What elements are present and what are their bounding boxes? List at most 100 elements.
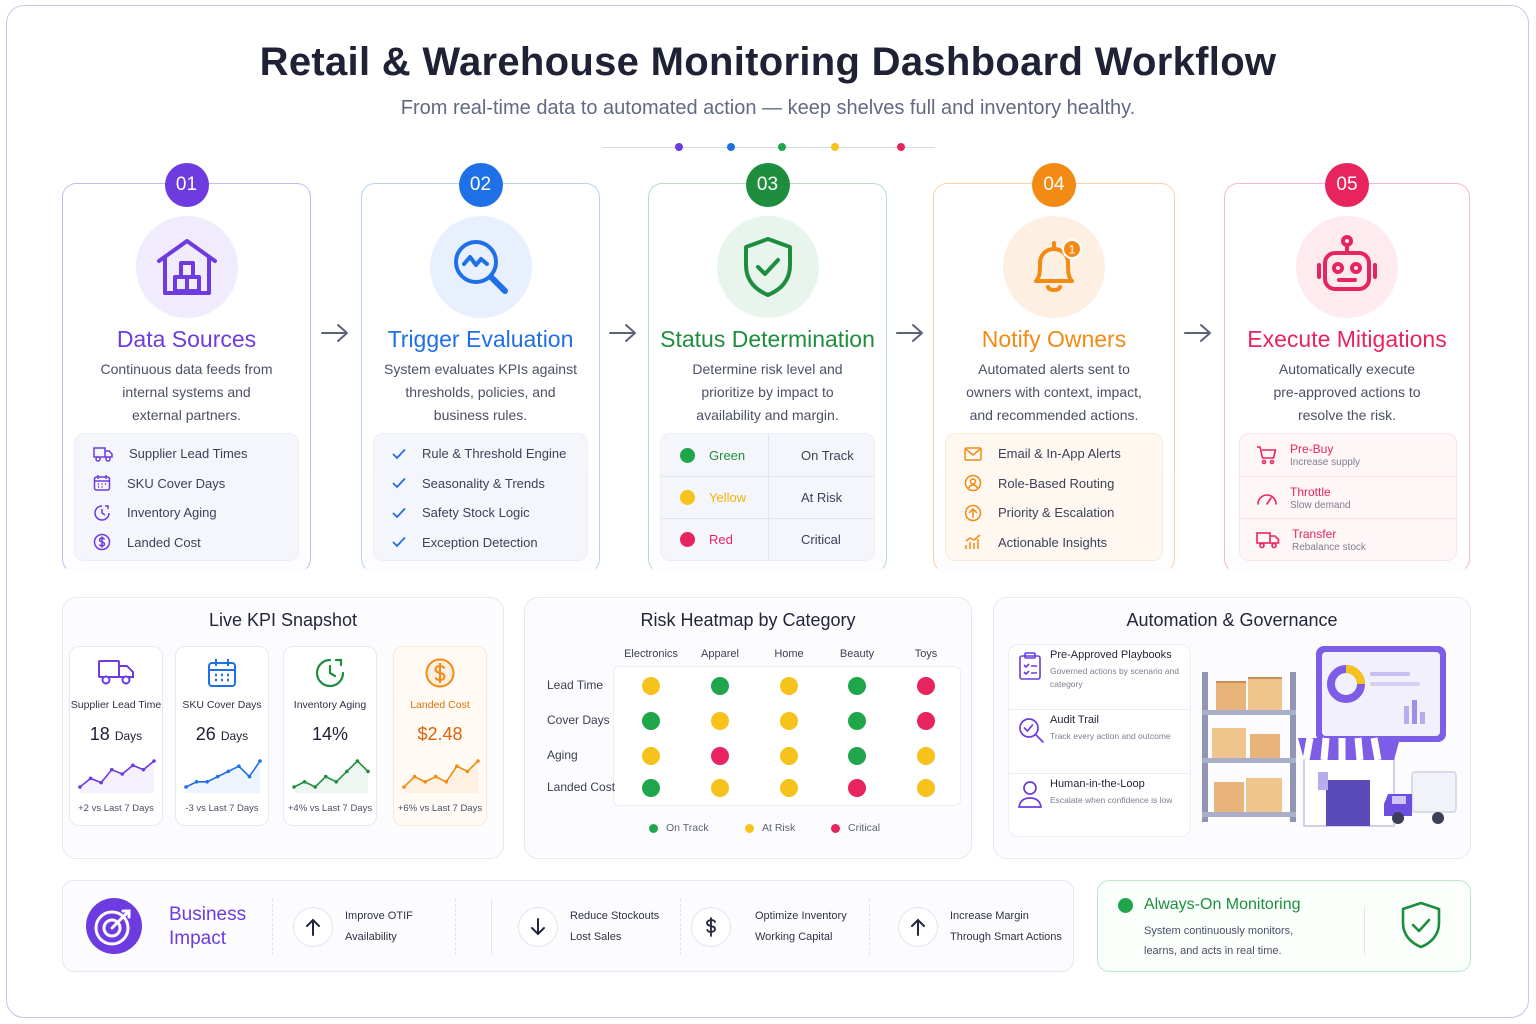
- heatmap-cell[interactable]: [848, 712, 866, 730]
- list-item[interactable]: Supplier Lead Times: [75, 439, 298, 469]
- sparkline-point: [455, 764, 459, 768]
- gauge-icon: [1257, 493, 1277, 505]
- page-subtitle: From real-time data to automated action …: [400, 97, 1136, 119]
- heatmap-cell[interactable]: [917, 677, 935, 695]
- impact-item-otif[interactable]: Improve OTIF Availability: [293, 899, 413, 955]
- heatmap-cell[interactable]: [711, 712, 729, 730]
- impact-item-inventory[interactable]: Optimize Inventory Working Capital: [691, 899, 847, 955]
- legend-dot: [831, 823, 840, 833]
- separator: [1364, 907, 1365, 955]
- heatmap-cell[interactable]: [642, 779, 660, 797]
- kpi-number: 14%: [311, 724, 349, 744]
- sparkline-point: [433, 774, 438, 779]
- list-item[interactable]: SKU Cover Days: [75, 469, 298, 499]
- heatmap-cell[interactable]: [780, 712, 798, 730]
- sparkline-point: [88, 776, 93, 781]
- heatmap-cell[interactable]: [917, 747, 935, 765]
- sparkline-point: [302, 780, 307, 784]
- list-item[interactable]: Actionable Insights: [946, 528, 1162, 558]
- kpi-card-supplier-lead-time[interactable]: Supplier Lead Time 18 Days +2 vs Last 7 …: [69, 646, 163, 826]
- heatmap-cell[interactable]: [848, 747, 866, 765]
- heatmap-legend: Critical: [831, 822, 880, 834]
- heatmap-cell[interactable]: [642, 747, 660, 765]
- monitoring-desc: System continuously monitors, learns, an…: [1144, 921, 1293, 961]
- heatmap-cell[interactable]: [642, 677, 660, 695]
- step-icon-circle: [716, 216, 819, 318]
- desc-line: external partners.: [132, 407, 241, 423]
- divider-dot: [778, 143, 786, 151]
- list-item[interactable]: Landed Cost: [75, 528, 298, 558]
- step-execute-mitigations[interactable]: 05 Execute Mitigations Automatically exe…: [1224, 163, 1470, 573]
- governance-sub: Escalate when confidence is low: [1050, 795, 1173, 805]
- heatmap-cell[interactable]: [711, 747, 729, 765]
- list-item[interactable]: Exception Detection: [374, 528, 587, 558]
- status-row-yellow: Yellow At Risk: [661, 478, 874, 517]
- mitigation-throttle[interactable]: Throttle Slow demand: [1240, 476, 1456, 518]
- check-icon: [392, 507, 406, 519]
- governance-item-human-in-the-loop[interactable]: Human-in-the-Loop Escalate when confiden…: [1009, 773, 1190, 835]
- mitigation-pre-buy[interactable]: Pre-Buy Increase supply: [1240, 434, 1456, 476]
- mitigation-list: Pre-Buy Increase supply Throttle Slow dema…: [1239, 433, 1457, 561]
- impact-title-line: Business: [169, 904, 247, 925]
- arrow-up-icon: [911, 918, 925, 936]
- status-label: Red: [709, 532, 733, 547]
- list-item[interactable]: Inventory Aging: [75, 498, 298, 528]
- status-label: Green: [709, 448, 746, 463]
- sparkline-area: [80, 761, 154, 793]
- sparkline-line: [293, 759, 369, 788]
- column-divider: [768, 434, 769, 560]
- heatmap-cell[interactable]: [780, 747, 798, 765]
- notification-list: Email & In-App Alerts Role-Based Routing…: [945, 433, 1163, 561]
- kpi-sparkline: [402, 759, 480, 793]
- step-status-determination[interactable]: 03 Status Determination Determine risk l…: [648, 163, 887, 573]
- list-item[interactable]: Seasonality & Trends: [374, 469, 587, 499]
- impact-text: Optimize Inventory Working Capital: [755, 906, 847, 948]
- list-item[interactable]: Priority & Escalation: [946, 498, 1162, 528]
- governance-item-playbooks[interactable]: Pre-Approved Playbooks Governed actions …: [1009, 645, 1190, 707]
- kpi-card-sku-cover-days[interactable]: SKU Cover Days 26 Days -3 vs Last 7 Days: [175, 646, 269, 826]
- impact-item-margin[interactable]: Increase Margin Through Smart Actions: [898, 899, 1062, 955]
- heatmap-cell[interactable]: [711, 779, 729, 797]
- sparkline-area: [294, 761, 368, 793]
- list-item[interactable]: Safety Stock Logic: [374, 498, 587, 528]
- kpi-card-landed-cost[interactable]: Landed Cost $2.48 +6% vs Last 7 Days: [393, 646, 487, 826]
- panel-title: Live KPI Snapshot: [208, 610, 358, 630]
- impact-line: Optimize Inventory: [755, 910, 847, 922]
- item-label: Exception Detection: [422, 534, 538, 550]
- kpi-number: 18: [89, 724, 110, 744]
- governance-title: Human-in-the-Loop: [1050, 778, 1145, 790]
- heatmap-cell[interactable]: [848, 779, 866, 797]
- impact-line: Through Smart Actions: [950, 931, 1062, 943]
- step-trigger-evaluation[interactable]: 02 Trigger Evaluation System evaluates K…: [361, 163, 600, 573]
- legend-label: Critical: [848, 822, 881, 834]
- mitigation-transfer[interactable]: Transfer Rebalance stock: [1240, 518, 1456, 560]
- heatmap-cell[interactable]: [780, 779, 798, 797]
- status-dot: [680, 448, 695, 463]
- heatmap-cell[interactable]: [642, 712, 660, 730]
- impact-line: Lost Sales: [570, 931, 622, 943]
- sparkline-point: [258, 759, 262, 763]
- sparkline-point: [120, 772, 125, 776]
- status-legend-table: Green On Track Yellow At Risk Red Critic…: [660, 433, 875, 561]
- monitoring-line: System continuously monitors,: [1144, 925, 1294, 937]
- governance-item-audit-trail[interactable]: Audit Trail Track every action and outco…: [1009, 709, 1190, 771]
- heatmap-cell[interactable]: [917, 712, 935, 730]
- list-item[interactable]: Rule & Threshold Engine: [374, 439, 587, 469]
- page-title: Retail & Warehouse Monitoring Dashboard …: [259, 40, 1277, 84]
- heatmap-cell[interactable]: [848, 677, 866, 695]
- divider-dot: [897, 143, 905, 151]
- list-item[interactable]: Email & In-App Alerts: [946, 439, 1162, 469]
- heatmap-cell[interactable]: [780, 677, 798, 695]
- kpi-card-inventory-aging[interactable]: Inventory Aging 14% +4% vs Last 7 Days: [283, 646, 377, 826]
- heatmap-cell[interactable]: [917, 779, 935, 797]
- kpi-number: $2.48: [417, 724, 463, 744]
- impact-item-stockouts[interactable]: Reduce Stockouts Lost Sales: [518, 899, 659, 955]
- desc-line: business rules.: [433, 407, 528, 423]
- heatmap-cell[interactable]: [711, 677, 729, 695]
- step-notify-owners[interactable]: 04 1 Notify Owners Automated alerts sent…: [933, 163, 1175, 573]
- desc-line: Automatically execute: [1278, 361, 1416, 377]
- list-item[interactable]: Role-Based Routing: [946, 469, 1162, 499]
- step-data-sources[interactable]: 01 Data Sources Continuous data feeds fr…: [62, 163, 311, 573]
- robot-icon: [1317, 235, 1377, 291]
- governance-title: Pre-Approved Playbooks: [1050, 649, 1172, 661]
